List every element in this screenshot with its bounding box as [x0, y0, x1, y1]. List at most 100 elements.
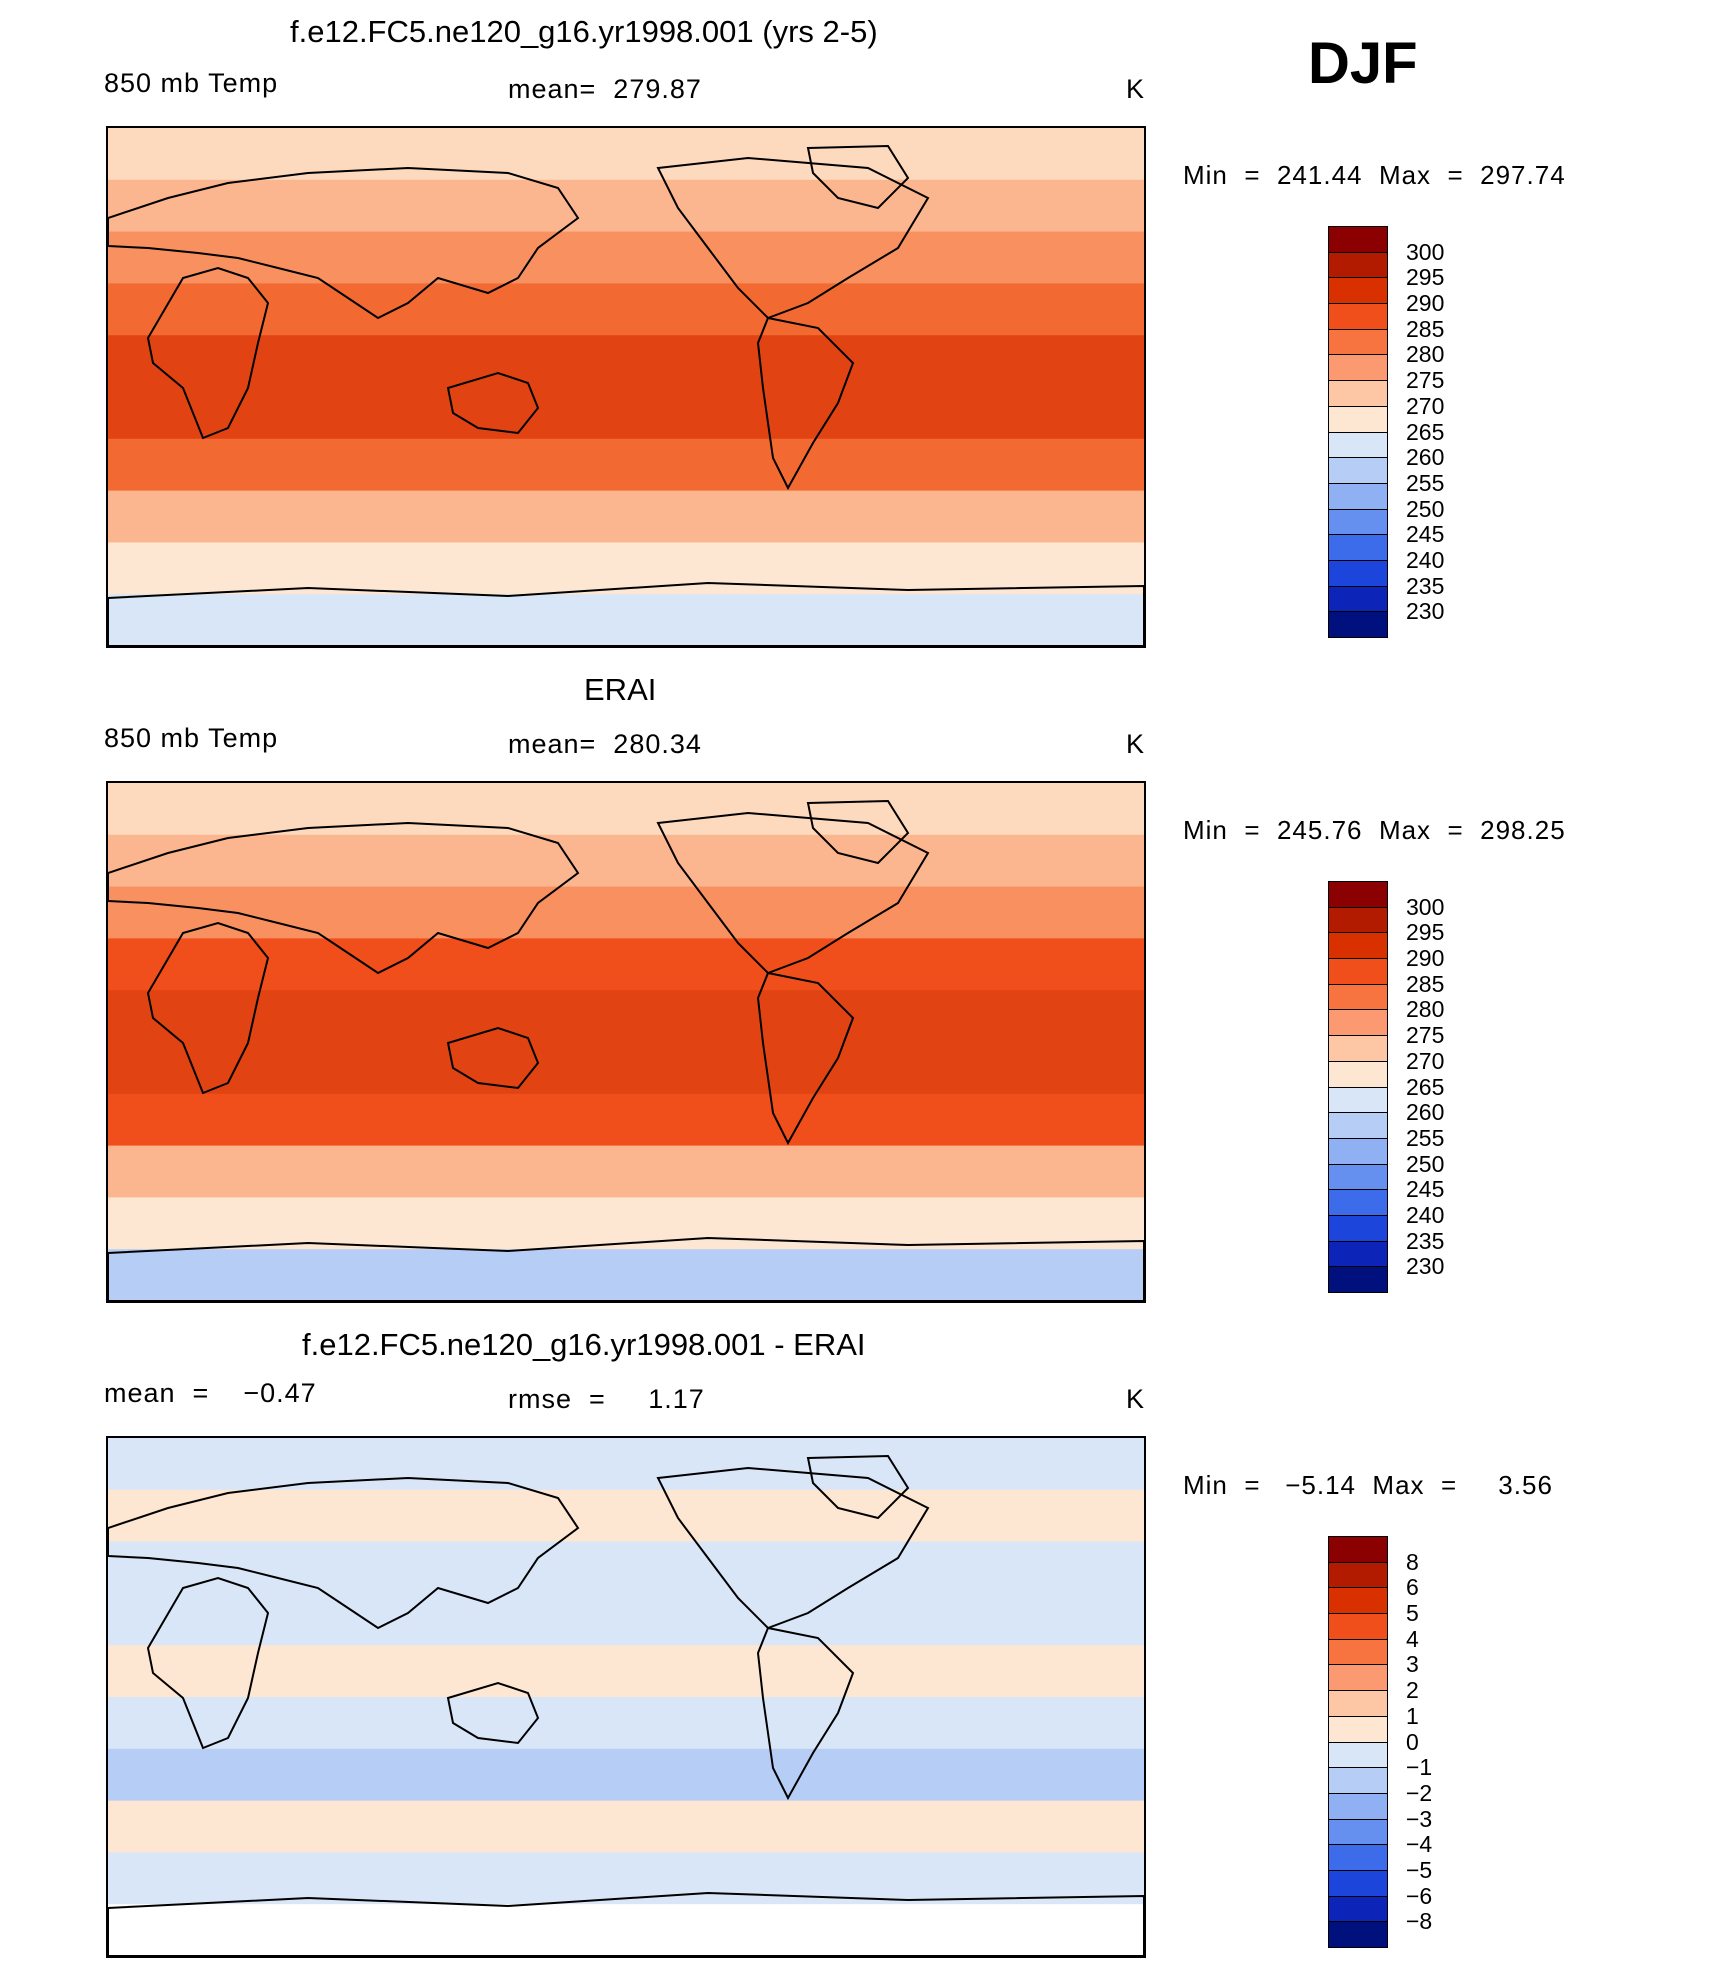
panel-3-units-label: K	[1126, 1384, 1146, 1414]
field-band	[108, 335, 1144, 388]
colorbar-label: 270	[1406, 392, 1445, 419]
colorbar-label: 250	[1406, 495, 1445, 522]
field-band	[108, 1438, 1144, 1491]
field-band	[108, 990, 1144, 1043]
colorbar-segment	[1328, 1009, 1388, 1037]
panel-2-title: ERAI	[584, 672, 657, 707]
field-band	[108, 1145, 1144, 1199]
colorbar-label: 0	[1406, 1728, 1419, 1755]
colorbar-label: 295	[1406, 919, 1445, 946]
panel-3-minmax: Min = −5.14 Max = 3.56	[1183, 1470, 1553, 1500]
colorbar-segment	[1328, 303, 1388, 330]
colorbar-segment	[1328, 1690, 1388, 1717]
colorbar-segment	[1328, 1112, 1388, 1139]
colorbar-label: 230	[1406, 1253, 1445, 1280]
colorbar-label: 260	[1406, 1099, 1445, 1126]
colorbar-segment	[1328, 405, 1388, 433]
panel-3-mean-label: mean = −0.47	[104, 1378, 317, 1408]
colorbar-segment	[1328, 1086, 1388, 1114]
colorbar-label: 245	[1406, 521, 1445, 548]
coastline	[756, 1626, 855, 1801]
colorbar-segment	[1328, 611, 1388, 638]
colorbar-segment	[1328, 328, 1388, 356]
colorbar-label: 6	[1406, 1574, 1419, 1601]
colorbar-label: 275	[1406, 1022, 1445, 1049]
map-canvas	[108, 783, 1144, 1301]
panel-1-units-label: K	[1126, 74, 1146, 104]
colorbar-segment	[1328, 1921, 1388, 1948]
colorbar-label: 255	[1406, 1124, 1445, 1151]
colorbar-segment	[1328, 1060, 1388, 1088]
colorbar-label: 280	[1406, 341, 1445, 368]
colorbar-segment	[1328, 1895, 1388, 1923]
field-band	[108, 1541, 1144, 1595]
colorbar-segment	[1328, 1536, 1388, 1563]
colorbar-label: 270	[1406, 1047, 1445, 1074]
colorbar-label: 5	[1406, 1600, 1419, 1627]
field-band	[108, 1093, 1144, 1147]
colorbar-label: −1	[1406, 1754, 1433, 1781]
colorbar-label: 265	[1406, 418, 1445, 445]
colorbar-segment	[1328, 431, 1388, 459]
colorbar-segment	[1328, 1163, 1388, 1191]
colorbar-label: 8	[1406, 1548, 1419, 1575]
coastline	[146, 266, 270, 440]
panel-2-mean-label: mean= 280.34	[508, 729, 702, 759]
field-band	[108, 1593, 1144, 1647]
colorbar-label: 1	[1406, 1702, 1419, 1729]
colorbar-label: 240	[1406, 546, 1445, 573]
panel-2-variable-label: 850 mb Temp	[104, 723, 279, 753]
colorbar-segment	[1328, 1818, 1388, 1846]
field-band	[108, 1697, 1144, 1750]
field-band	[108, 886, 1144, 940]
colorbar-label: 260	[1406, 444, 1445, 471]
colorbar-label: 265	[1406, 1073, 1445, 1100]
colorbar-segment	[1328, 559, 1388, 587]
colorbar-label: 2	[1406, 1677, 1419, 1704]
colorbar-label: 235	[1406, 1227, 1445, 1254]
coastline	[108, 1236, 1144, 1301]
coastline	[108, 166, 580, 320]
colorbar-segment	[1328, 958, 1388, 985]
colorbar-label: −3	[1406, 1805, 1433, 1832]
colorbar-label: 275	[1406, 367, 1445, 394]
field-band	[108, 1249, 1144, 1301]
colorbar-segment	[1328, 457, 1388, 484]
field-band	[108, 387, 1144, 440]
panel-3-map	[106, 1436, 1146, 1958]
colorbar-label: 300	[1406, 238, 1445, 265]
field-band	[108, 783, 1144, 836]
colorbar-label: 230	[1406, 598, 1445, 625]
colorbar-segment	[1328, 251, 1388, 279]
coastline	[108, 1476, 580, 1630]
colorbar-segment	[1328, 1587, 1388, 1615]
field-band	[108, 938, 1144, 992]
panel-1-variable-label: 850 mb Temp	[104, 68, 279, 98]
colorbar-segment	[1328, 585, 1388, 613]
field-band	[108, 128, 1144, 181]
colorbar-segment	[1328, 1767, 1388, 1794]
coastline	[446, 371, 540, 435]
colorbar-segment	[1328, 1189, 1388, 1216]
coastline	[108, 821, 580, 975]
coastline	[656, 811, 930, 975]
colorbar-segment	[1328, 508, 1388, 536]
colorbar-segment	[1328, 1638, 1388, 1666]
colorbar-label: −5	[1406, 1856, 1433, 1883]
colorbar-label: 290	[1406, 290, 1445, 317]
colorbar-label: 245	[1406, 1176, 1445, 1203]
coastline	[806, 1454, 910, 1520]
field-band	[108, 542, 1144, 596]
field-band	[108, 179, 1144, 233]
panel-2-map	[106, 781, 1146, 1303]
colorbar-label: −2	[1406, 1779, 1433, 1806]
colorbar-segment	[1328, 277, 1388, 305]
colorbar-label: 295	[1406, 264, 1445, 291]
coastline	[806, 144, 910, 210]
colorbar-label: 290	[1406, 945, 1445, 972]
colorbar-segment	[1328, 354, 1388, 382]
colorbar-label: −8	[1406, 1908, 1433, 1935]
field-band	[108, 1800, 1144, 1854]
colorbar-label: 300	[1406, 893, 1445, 920]
panel-2-units-label: K	[1126, 729, 1146, 759]
